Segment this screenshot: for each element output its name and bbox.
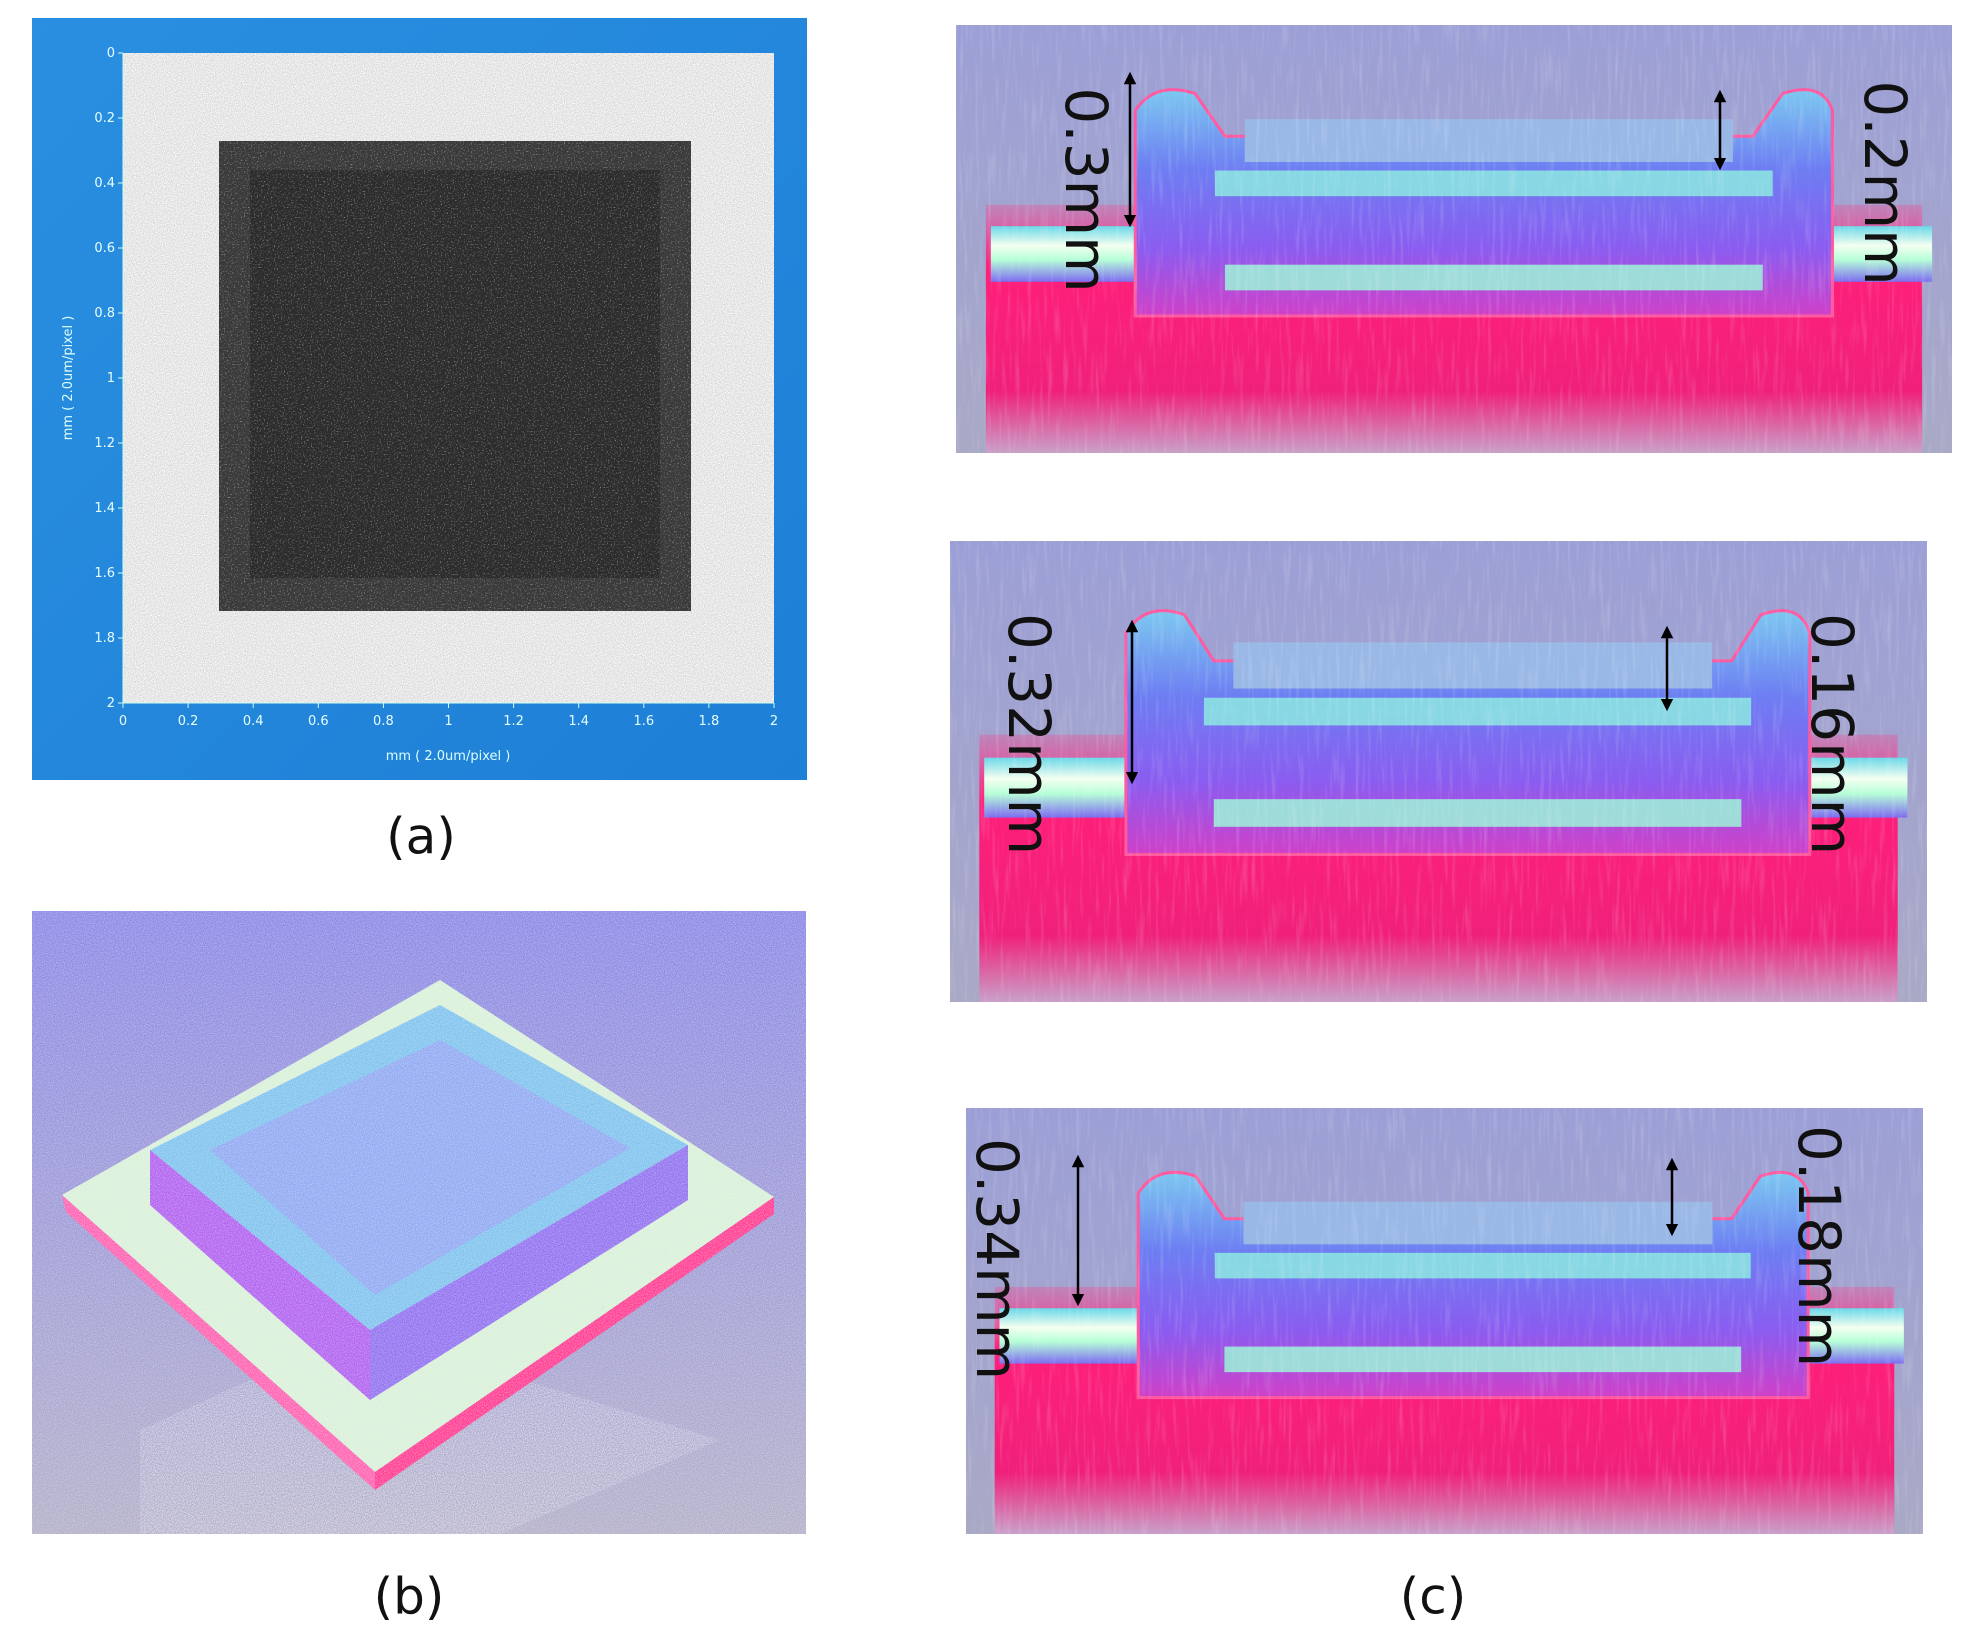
panel-label: (a) bbox=[386, 808, 456, 866]
x-tick-label: 0.8 bbox=[373, 714, 394, 729]
texture bbox=[32, 911, 806, 1534]
x-tick-label: 0.6 bbox=[308, 714, 329, 729]
y-tick-label: 0.2 bbox=[94, 111, 115, 126]
cross-section: 0.3mm 0.2mm bbox=[956, 25, 1952, 453]
y-tick-label: 0 bbox=[107, 46, 115, 61]
right-depth-label: 0.2mm bbox=[1851, 80, 1919, 285]
panel-a: 0 0.2 0.4 0.6 0.8 1 1.2 1.4 1.6 1.8 200.20.40.60.8… bbox=[32, 18, 807, 866]
panel-b: (b) bbox=[32, 911, 806, 1626]
y-tick-label: 1.8 bbox=[94, 631, 115, 646]
y-tick-label: 0.8 bbox=[94, 306, 115, 321]
x-tick-label: 0.2 bbox=[178, 714, 199, 729]
x-tick-label: 1 bbox=[444, 714, 452, 729]
y-tick-label: 1.2 bbox=[94, 436, 115, 451]
texture bbox=[956, 25, 1952, 453]
y-tick-label: 1.6 bbox=[94, 566, 115, 581]
x-tick-label: 1.6 bbox=[633, 714, 654, 729]
pocket-texture bbox=[219, 141, 691, 611]
left-depth-label: 0.34mm bbox=[963, 1138, 1031, 1380]
x-tick-label: 1.4 bbox=[568, 714, 589, 729]
x-axis-label: mm ( 2.0um/pixel ) bbox=[386, 749, 511, 764]
texture bbox=[950, 541, 1927, 1002]
y-tick-label: 0.6 bbox=[94, 241, 115, 256]
panel-c: (c) 0.3mm 0.2mm 0.32mm 0.16mm 0.34mm 0.18mm bbox=[950, 25, 1952, 1626]
x-tick-label: 2 bbox=[770, 714, 778, 729]
right-depth-label: 0.18mm bbox=[1785, 1125, 1853, 1367]
y-tick-label: 0.4 bbox=[94, 176, 115, 191]
left-depth-label: 0.3mm bbox=[1052, 87, 1120, 292]
texture bbox=[966, 1108, 1923, 1534]
x-tick-label: 1.8 bbox=[699, 714, 720, 729]
panel-label: (b) bbox=[374, 1568, 445, 1626]
cross-section: 0.32mm 0.16mm bbox=[950, 541, 1927, 1002]
x-tick-label: 0 bbox=[119, 714, 127, 729]
right-depth-label: 0.16mm bbox=[1798, 613, 1866, 855]
y-tick-label: 1 bbox=[107, 371, 115, 386]
y-tick-label: 2 bbox=[107, 696, 115, 711]
cross-section: 0.34mm 0.18mm bbox=[963, 1108, 1923, 1534]
x-tick-label: 1.2 bbox=[503, 714, 524, 729]
panel-label: (c) bbox=[1400, 1568, 1467, 1626]
y-tick-label: 1.4 bbox=[94, 501, 115, 516]
x-tick-label: 0.4 bbox=[243, 714, 264, 729]
y-axis-label: mm ( 2.0um/pixel ) bbox=[61, 316, 76, 441]
left-depth-label: 0.32mm bbox=[995, 613, 1063, 855]
